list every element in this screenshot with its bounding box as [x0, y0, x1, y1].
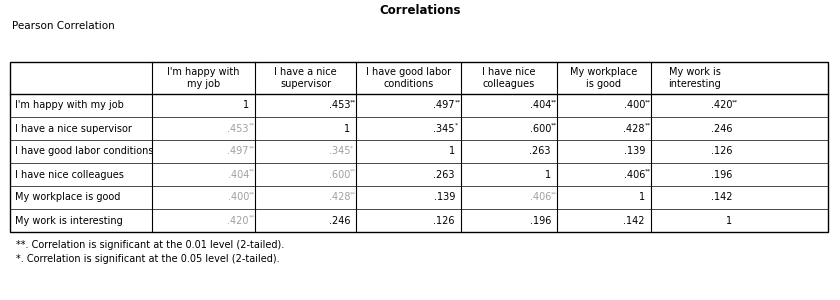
Text: **: **	[249, 146, 255, 151]
Text: **: **	[350, 191, 356, 196]
Text: .400: .400	[623, 100, 645, 110]
Text: **: **	[350, 100, 356, 104]
Text: My workplace
is good: My workplace is good	[570, 67, 638, 89]
Text: 1: 1	[545, 169, 551, 179]
Text: **: **	[249, 214, 255, 220]
Text: .404: .404	[530, 100, 551, 110]
Text: **: **	[645, 169, 651, 173]
Text: .404: .404	[228, 169, 249, 179]
Text: .497: .497	[433, 100, 455, 110]
Text: Correlations: Correlations	[379, 4, 461, 16]
Text: My workplace is good: My workplace is good	[15, 193, 120, 202]
Text: .406: .406	[623, 169, 645, 179]
Text: .453: .453	[228, 124, 249, 134]
Text: **: **	[551, 100, 557, 104]
Text: Pearson Correlation: Pearson Correlation	[12, 21, 115, 31]
Text: .139: .139	[623, 146, 645, 157]
Text: .428: .428	[623, 124, 645, 134]
Text: I have good labor conditions: I have good labor conditions	[15, 146, 154, 157]
Text: *: *	[455, 122, 458, 128]
Text: **. Correlation is significant at the 0.01 level (2-tailed).: **. Correlation is significant at the 0.…	[16, 240, 284, 250]
Text: I have nice
colleagues: I have nice colleagues	[482, 67, 536, 89]
Text: **: **	[350, 169, 356, 173]
Text: .600: .600	[328, 169, 350, 179]
Text: .453: .453	[328, 100, 350, 110]
Text: .497: .497	[228, 146, 249, 157]
Bar	[10, 62, 828, 232]
Text: .196: .196	[711, 169, 732, 179]
Text: .428: .428	[328, 193, 350, 202]
Text: I have a nice supervisor: I have a nice supervisor	[15, 124, 132, 134]
Text: .600: .600	[530, 124, 551, 134]
Text: .263: .263	[433, 169, 455, 179]
Text: 1: 1	[243, 100, 249, 110]
Text: .420: .420	[228, 215, 249, 226]
Text: .126: .126	[433, 215, 455, 226]
Text: .400: .400	[228, 193, 249, 202]
Text: .196: .196	[530, 215, 551, 226]
Text: 1: 1	[449, 146, 455, 157]
Text: My work is interesting: My work is interesting	[15, 215, 123, 226]
Text: I'm happy with my job: I'm happy with my job	[15, 100, 123, 110]
Text: .263: .263	[529, 146, 551, 157]
Text: **: **	[249, 191, 255, 196]
Text: I have nice colleagues: I have nice colleagues	[15, 169, 123, 179]
Text: .139: .139	[433, 193, 455, 202]
Text: **: **	[249, 169, 255, 173]
Text: My work is
interesting: My work is interesting	[668, 67, 721, 89]
Text: .345: .345	[433, 124, 455, 134]
Text: .126: .126	[711, 146, 732, 157]
Text: .406: .406	[530, 193, 551, 202]
Text: I'm happy with
my job: I'm happy with my job	[167, 67, 239, 89]
Text: 1: 1	[344, 124, 350, 134]
Text: **: **	[732, 100, 738, 104]
Text: .345: .345	[328, 146, 350, 157]
Text: .246: .246	[711, 124, 732, 134]
Text: **: **	[455, 100, 461, 104]
Text: I have a nice
supervisor: I have a nice supervisor	[274, 67, 337, 89]
Text: I have good labor
conditions: I have good labor conditions	[366, 67, 451, 89]
Text: .142: .142	[623, 215, 645, 226]
Text: **: **	[551, 191, 557, 196]
Text: 1: 1	[639, 193, 645, 202]
Text: *: *	[350, 146, 353, 151]
Text: .420: .420	[711, 100, 732, 110]
Text: **: **	[551, 122, 557, 128]
Text: **: **	[249, 122, 255, 128]
Text: *. Correlation is significant at the 0.05 level (2-tailed).: *. Correlation is significant at the 0.0…	[16, 254, 280, 264]
Text: .142: .142	[711, 193, 732, 202]
Text: 1: 1	[726, 215, 732, 226]
Text: **: **	[645, 122, 651, 128]
Text: .246: .246	[328, 215, 350, 226]
Text: **: **	[645, 100, 651, 104]
